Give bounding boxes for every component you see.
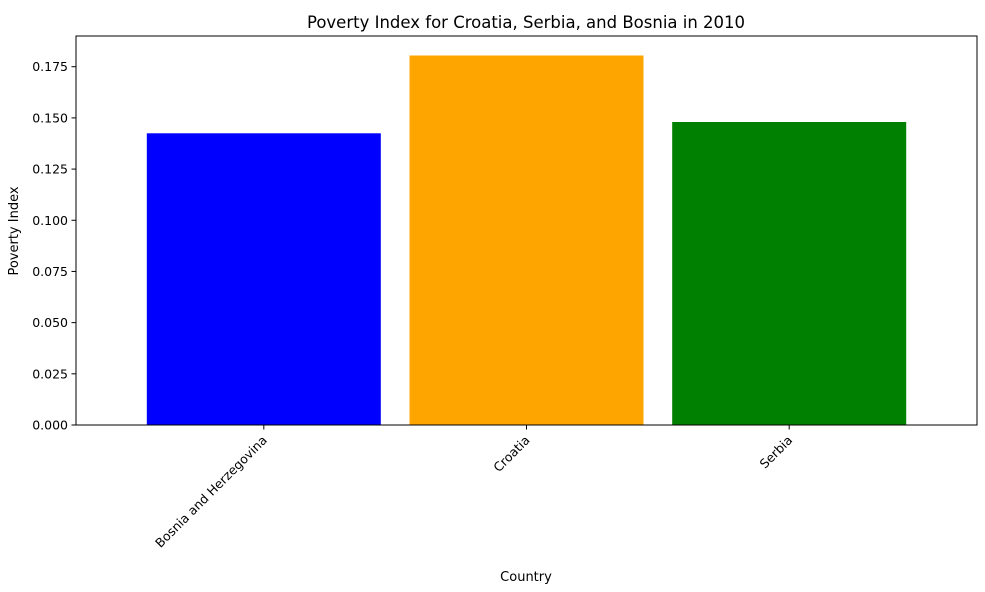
plot-area: 0.000 0.025 0.050 0.075 0.100 0.125 0.150 0.175… xyxy=(32,35,978,550)
y-tick-label: 0.050 xyxy=(32,315,68,330)
plot-frame xyxy=(75,35,978,426)
y-tick-label: 0.175 xyxy=(32,59,68,74)
bar-croatia xyxy=(409,55,644,425)
y-tick-label: 0.025 xyxy=(32,366,68,381)
chart-title: Poverty Index for Croatia, Serbia, and B… xyxy=(307,13,745,32)
bar-serbia xyxy=(672,122,907,425)
y-tick-label: 0.075 xyxy=(32,264,68,279)
y-tick-label: 0.150 xyxy=(32,110,68,125)
y-tick-label: 0.000 xyxy=(32,418,68,433)
y-tick-label: 0.100 xyxy=(32,213,68,228)
bar-bosnia-and-herzegovina xyxy=(146,133,381,426)
y-tick-label: 0.125 xyxy=(32,162,68,177)
y-axis-title: Poverty Index xyxy=(7,186,22,275)
x-axis-title: Country xyxy=(500,570,552,585)
